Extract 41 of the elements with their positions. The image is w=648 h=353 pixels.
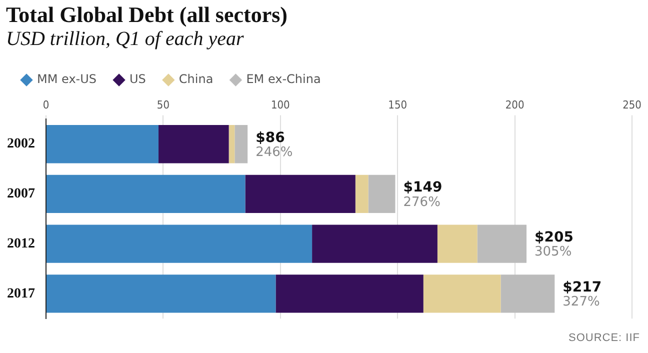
bar — [437, 224, 478, 263]
bar — [234, 125, 248, 164]
x-tick-label: 250 — [622, 98, 642, 112]
y-tick-label: 2017 — [7, 286, 35, 302]
x-tick-label: 0 — [42, 98, 50, 112]
legend-label: China — [178, 72, 214, 86]
bar — [477, 224, 527, 263]
bar — [158, 125, 229, 164]
y-tick-label: 2007 — [7, 186, 35, 202]
bar — [368, 174, 396, 214]
bar — [245, 174, 356, 214]
x-tick-label: 100 — [270, 98, 290, 112]
x-tick-label: 50 — [156, 98, 170, 112]
bar — [423, 274, 501, 313]
annotation: 327% — [562, 294, 600, 310]
bar — [46, 125, 159, 164]
legend-label: MM ex-US — [37, 72, 97, 86]
annotation: 246% — [256, 145, 293, 160]
legend-label: EM ex-China — [246, 72, 321, 86]
bar — [276, 274, 424, 313]
y-tick-label: 2012 — [7, 236, 35, 252]
bar — [46, 174, 246, 214]
bar — [312, 224, 438, 263]
bar — [355, 174, 368, 214]
bar — [46, 274, 276, 313]
y-tick-label: 2002 — [7, 136, 35, 152]
source-note: SOURCE: IIF — [568, 332, 640, 344]
x-tick-label: 200 — [505, 98, 524, 112]
bar — [500, 274, 555, 313]
total-label: $149 — [403, 180, 442, 196]
bar — [228, 125, 235, 164]
bar — [46, 224, 312, 263]
annotation: 276% — [403, 194, 440, 210]
total-label: $86 — [256, 130, 285, 146]
chart-title: Total Global Debt (all sectors) — [6, 2, 288, 28]
total-label: $205 — [534, 229, 574, 246]
total-label: $217 — [562, 279, 602, 296]
chart-subtitle: USD trillion, Q1 of each year — [6, 28, 244, 51]
annotation: 305% — [534, 244, 572, 260]
legend-label: US — [130, 72, 146, 86]
x-tick-label: 150 — [388, 98, 408, 112]
